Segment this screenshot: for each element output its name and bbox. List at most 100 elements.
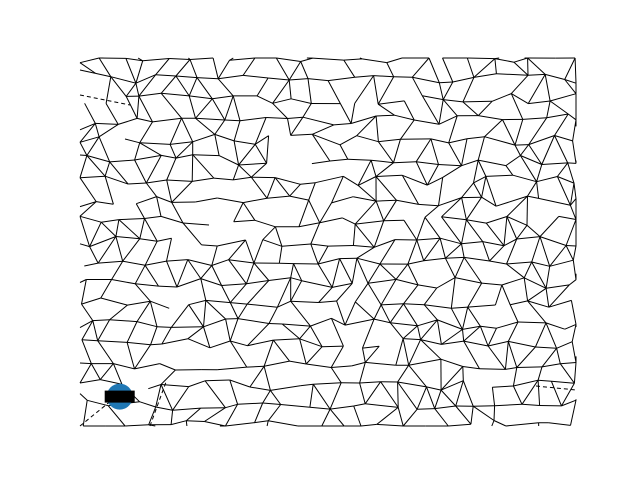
voronoi-edge	[448, 115, 458, 144]
voronoi-edge	[506, 216, 518, 240]
voronoi-edge	[551, 380, 575, 384]
voronoi-edge	[566, 245, 577, 247]
voronoi-edge	[379, 263, 397, 280]
voronoi-edge	[256, 95, 273, 104]
voronoi-edge	[485, 174, 513, 177]
voronoi-edge	[329, 408, 345, 427]
voronoi-edge	[472, 405, 495, 421]
voronoi-edge	[111, 260, 124, 280]
voronoi-edge	[171, 326, 204, 328]
voronoi-edge	[189, 59, 198, 78]
voronoi-edge	[479, 326, 489, 347]
voronoi-edge	[473, 175, 487, 184]
voronoi-edge	[211, 259, 229, 266]
voronoi-edge	[511, 93, 529, 105]
voronoi-edge	[546, 284, 570, 289]
voronoi-edge	[484, 136, 516, 146]
voronoi-edge	[192, 154, 220, 157]
voronoi-edge	[573, 183, 577, 199]
voronoi-edge	[534, 322, 547, 348]
highlight-point-overlay	[104, 390, 135, 403]
voronoi-edge	[567, 113, 577, 121]
voronoi-edge	[79, 62, 96, 74]
voronoi-edge	[92, 319, 110, 322]
voronoi-edge	[439, 237, 462, 245]
voronoi-edge	[448, 138, 468, 144]
voronoi-edge	[445, 243, 462, 259]
voronoi-edge	[513, 57, 528, 63]
voronoi-edge	[545, 266, 551, 289]
voronoi-edge	[375, 200, 385, 221]
voronoi-edge	[247, 303, 278, 308]
voronoi-edge	[104, 161, 111, 177]
voronoi-edge	[107, 405, 126, 427]
voronoi-edge	[527, 300, 547, 324]
voronoi-edge	[462, 77, 475, 103]
voronoi-edge	[315, 175, 344, 184]
voronoi-edge	[87, 399, 109, 407]
voronoi-edge	[505, 422, 539, 427]
voronoi-edge	[238, 162, 267, 166]
voronoi-edge	[290, 263, 294, 278]
voronoi-edge	[569, 205, 577, 220]
voronoi-edge	[375, 174, 403, 177]
voronoi-edge	[187, 326, 204, 340]
voronoi-edge	[104, 176, 114, 205]
voronoi-edge	[312, 57, 344, 61]
voronoi-edge	[118, 117, 138, 125]
voronoi-edge	[462, 380, 474, 407]
voronoi-edge	[354, 200, 377, 225]
voronoi-edge	[527, 181, 538, 197]
voronoi-edge	[166, 157, 177, 181]
voronoi-edge	[246, 365, 265, 368]
voronoi-edge	[289, 360, 307, 365]
voronoi-edge	[79, 379, 101, 384]
voronoi-edge	[505, 165, 514, 176]
voronoi-edge	[439, 238, 446, 259]
voronoi-infinite-ray	[149, 381, 167, 427]
voronoi-edge	[353, 403, 366, 407]
voronoi-edge	[557, 162, 569, 177]
voronoi-edge	[134, 363, 160, 370]
voronoi-edge	[310, 317, 332, 327]
voronoi-edge	[144, 218, 158, 242]
voronoi-edge	[322, 345, 344, 348]
voronoi-edge	[512, 174, 537, 183]
voronoi-edge	[125, 58, 137, 84]
voronoi-edge	[442, 81, 454, 100]
voronoi-edge	[300, 61, 309, 79]
voronoi-edge	[170, 304, 190, 328]
voronoi-edge	[344, 301, 356, 326]
voronoi-edge	[302, 116, 334, 126]
voronoi-edge	[214, 119, 226, 135]
voronoi-edge	[516, 346, 536, 368]
voronoi-edge	[135, 283, 159, 287]
voronoi-edge	[138, 95, 153, 123]
voronoi-edge	[224, 404, 239, 427]
voronoi-edge	[357, 176, 377, 186]
voronoi-edge	[357, 159, 372, 186]
voronoi-edge	[482, 241, 490, 262]
voronoi-edge	[441, 197, 462, 218]
voronoi-edge	[564, 79, 577, 84]
voronoi-edge	[541, 162, 568, 165]
voronoi-ray-top	[229, 57, 234, 61]
voronoi-edge	[84, 262, 99, 267]
voronoi-edge	[528, 117, 548, 145]
voronoi-edge	[436, 319, 442, 345]
voronoi-edge	[127, 300, 151, 306]
voronoi-edge	[462, 366, 464, 381]
voronoi-edge	[336, 283, 353, 302]
voronoi-edge	[134, 283, 151, 302]
voronoi-edge	[383, 219, 405, 222]
voronoi-edge	[478, 159, 506, 167]
voronoi-edge	[268, 277, 291, 281]
voronoi-edge	[118, 218, 145, 221]
voronoi-edge	[380, 381, 399, 408]
voronoi-edge	[312, 383, 331, 410]
voronoi-edge	[144, 240, 158, 266]
voronoi-edge	[145, 155, 162, 184]
voronoi-edge	[536, 176, 558, 183]
voronoi-edge	[506, 216, 528, 226]
voronoi-edge	[169, 144, 177, 159]
